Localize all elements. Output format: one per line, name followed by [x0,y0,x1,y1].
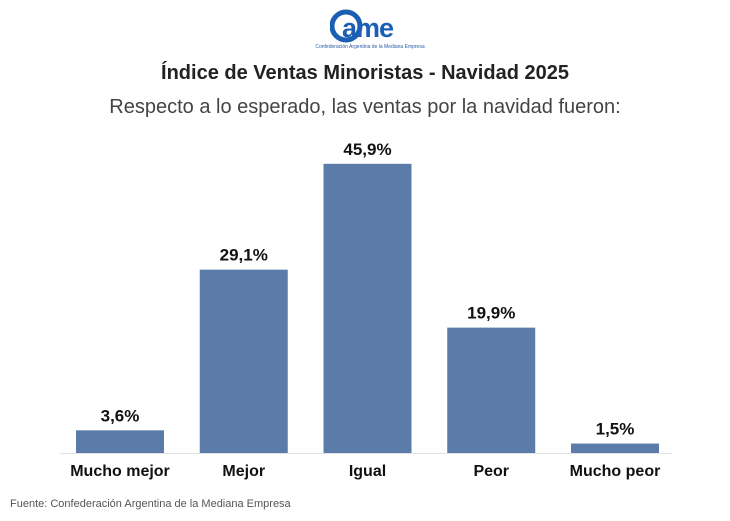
category-label: Igual [349,463,386,480]
bar-2 [323,163,412,453]
data-label: 45,9% [343,140,391,159]
logo-tagline: Confederación Argentina de la Mediana Em… [315,44,425,50]
came-logo-mark: ame [330,9,395,43]
chart-subtitle: Respecto a lo esperado, las ventas por l… [109,96,621,118]
data-label: 29,1% [220,246,268,265]
source-note: Fuente: Confederación Argentina de la Me… [10,498,291,510]
category-label: Mucho peor [570,463,661,480]
data-label: 3,6% [101,406,140,425]
came-logo: ame Confederación Argentina de la Median… [310,8,430,58]
category-label: Mucho mejor [70,463,170,480]
chart-title: Índice de Ventas Minoristas - Navidad 20… [161,62,569,84]
data-label: 19,9% [467,304,515,323]
category-label: Mejor [222,463,265,480]
bar-4 [571,443,659,453]
bar-0 [76,430,164,453]
bar-3 [447,327,536,453]
svg-text:ame: ame [342,13,394,43]
category-label: Peor [473,463,509,480]
data-label: 1,5% [596,420,635,439]
bar-1 [199,269,288,453]
